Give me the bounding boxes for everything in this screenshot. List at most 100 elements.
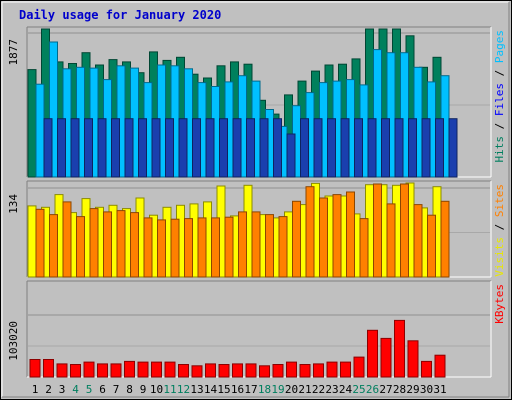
bar-pages-day-4 (84, 118, 93, 178)
x-tick-day-11: 11 (163, 383, 176, 396)
bar-sites-day-1 (35, 208, 45, 278)
panel-3: 103020 KBytes (7, 280, 506, 378)
bar-sites-day-15 (224, 216, 234, 278)
day-labels: 1 2 3 4 5 6 7 8 9 10 11 12 13 14 15 16 17 18 19 20 21 22 23 24 2… (32, 383, 447, 396)
bar-visits-day-1 (27, 205, 37, 278)
bar-kbytes-day-31 (434, 354, 446, 378)
bar-pages-day-5 (97, 118, 107, 178)
bar-pages-day-28 (408, 118, 417, 178)
bar-kbytes-day-23 (326, 361, 338, 378)
legend-item-files: Files (493, 83, 506, 116)
series-sites (35, 183, 450, 278)
bar-files-day-26 (373, 49, 382, 178)
bar-kbytes-day-11 (164, 361, 176, 378)
bar-pages-day-1 (43, 118, 53, 178)
x-tick-day-10: 10 (150, 383, 163, 396)
bar-pages-day-14 (219, 118, 228, 178)
bar-sites-day-6 (103, 211, 112, 278)
bar-pages-day-30 (435, 118, 444, 178)
bar-sites-day-8 (130, 212, 139, 278)
legend: KBytes (493, 284, 506, 324)
series-pages (43, 118, 458, 178)
x-tick-day-12: 12 (177, 383, 190, 396)
x-tick-day-25: 25 (352, 383, 365, 396)
bar-sites-day-12 (184, 218, 193, 278)
panel-2: 134 Visits / Sites (7, 180, 506, 278)
bar-kbytes-day-18 (259, 365, 270, 378)
bar-sites-day-10 (157, 219, 166, 278)
legend-item-sites: Sites (493, 184, 506, 217)
bar-kbytes-day-28 (394, 319, 405, 378)
bar-pages-day-26 (381, 118, 390, 178)
bar-kbytes-day-6 (97, 363, 108, 378)
bar-pages-day-3 (70, 118, 80, 178)
x-tick-day-15: 15 (217, 383, 230, 396)
x-tick-day-17: 17 (244, 383, 257, 396)
bar-kbytes-day-1 (29, 359, 41, 378)
x-tick-day-23: 23 (325, 383, 338, 396)
bar-kbytes-day-26 (367, 329, 378, 378)
bar-kbytes-day-8 (124, 360, 135, 378)
legend-item-kbytes: KBytes (493, 284, 506, 324)
bar-files-day-1 (35, 83, 45, 178)
bar-kbytes-day-27 (380, 337, 392, 378)
bar-sites-day-26 (373, 183, 382, 278)
bar-kbytes-day-19 (272, 364, 284, 378)
bar-pages-day-11 (178, 118, 188, 178)
bar-kbytes-day-16 (232, 363, 243, 378)
bar-pages-day-31 (448, 118, 458, 178)
bar-sites-day-2 (49, 214, 58, 278)
bar-files-day-2 (49, 41, 58, 178)
bar-sites-day-24 (346, 191, 355, 278)
bar-pages-day-6 (111, 118, 120, 178)
bar-sites-day-29 (413, 204, 423, 278)
x-tick-day-21: 21 (298, 383, 311, 396)
x-tick-day-26: 26 (366, 383, 379, 396)
x-tick-day-29: 29 (406, 383, 419, 396)
bar-sites-day-27 (386, 203, 396, 278)
bar-sites-day-21 (305, 186, 315, 278)
y-tick-label: 134 (7, 194, 20, 214)
bar-kbytes-day-25 (353, 356, 365, 378)
bar-files-day-28 (400, 52, 409, 178)
bar-sites-day-30 (427, 214, 436, 278)
x-tick-day-2: 2 (45, 383, 52, 396)
bar-sites-day-22 (319, 197, 328, 278)
bar-kbytes-day-22 (313, 363, 324, 378)
x-tick-day-6: 6 (99, 383, 106, 396)
bar-sites-day-9 (143, 217, 153, 278)
bar-sites-day-3 (62, 201, 72, 278)
bar-sites-day-11 (170, 218, 180, 278)
x-tick-day-13: 13 (190, 383, 203, 396)
bar-kbytes-day-9 (137, 361, 149, 378)
bar-sites-day-7 (116, 210, 126, 278)
bar-pages-day-15 (232, 118, 242, 178)
legend: Hits / Files / Pages (493, 30, 506, 163)
bar-hits-day-1 (27, 69, 37, 178)
y-tick-label: 103020 (7, 321, 20, 361)
x-tick-day-4: 4 (72, 383, 79, 396)
x-tick-day-14: 14 (204, 383, 218, 396)
bar-kbytes-day-7 (110, 363, 122, 378)
x-tick-day-3: 3 (59, 383, 66, 396)
chart-title: Daily usage for January 2020 (19, 8, 221, 22)
bar-sites-day-18 (265, 214, 274, 278)
bar-kbytes-day-17 (245, 363, 257, 378)
bar-pages-day-23 (340, 118, 350, 178)
x-tick-day-28: 28 (393, 383, 406, 396)
x-tick-day-30: 30 (420, 383, 433, 396)
bar-pages-day-7 (124, 118, 134, 178)
bar-pages-day-10 (165, 118, 174, 178)
legend-separator: / (493, 217, 506, 237)
bar-kbytes-day-5 (83, 361, 95, 378)
bar-pages-day-18 (273, 118, 282, 178)
bar-kbytes-day-13 (191, 365, 203, 378)
bar-kbytes-day-14 (205, 363, 216, 378)
x-tick-day-1: 1 (32, 383, 39, 396)
legend-item-hits: Hits (493, 136, 506, 163)
bar-kbytes-day-24 (340, 361, 351, 378)
legend-separator: / (493, 63, 506, 83)
legend-separator: / (493, 116, 506, 136)
x-tick-day-7: 7 (113, 383, 120, 396)
